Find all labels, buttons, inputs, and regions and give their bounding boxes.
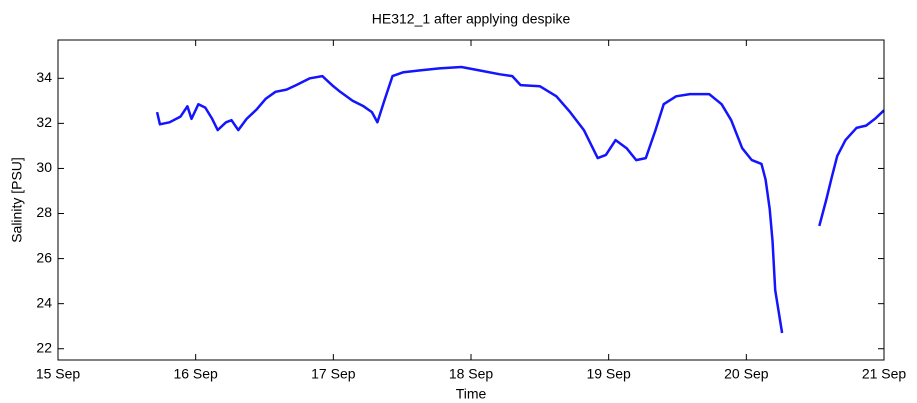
x-tick-label: 15 Sep — [36, 366, 81, 382]
plot-frame — [57, 39, 885, 361]
x-tick-label: 18 Sep — [449, 366, 494, 382]
data-line — [155, 65, 885, 334]
y-tick-label: 30 — [36, 159, 52, 175]
x-tick-label: 17 Sep — [311, 366, 356, 382]
y-tick-label: 22 — [36, 339, 52, 355]
y-tick-label: 34 — [36, 69, 52, 85]
y-tick-label: 26 — [36, 249, 52, 265]
y-tick-label: 28 — [36, 204, 52, 220]
x-tick-label: 20 Sep — [724, 366, 769, 382]
x-tick-label: 16 Sep — [173, 366, 218, 382]
x-axis-label: Time — [456, 386, 487, 402]
x-tick-label: 21 Sep — [862, 366, 907, 382]
y-axis-label: Salinity [PSU] — [9, 157, 25, 243]
x-tick-label: 19 Sep — [586, 366, 631, 382]
y-tick-label: 24 — [36, 294, 52, 310]
y-tick-label: 32 — [36, 114, 52, 130]
chart-title: HE312_1 after applying despike — [372, 11, 571, 27]
